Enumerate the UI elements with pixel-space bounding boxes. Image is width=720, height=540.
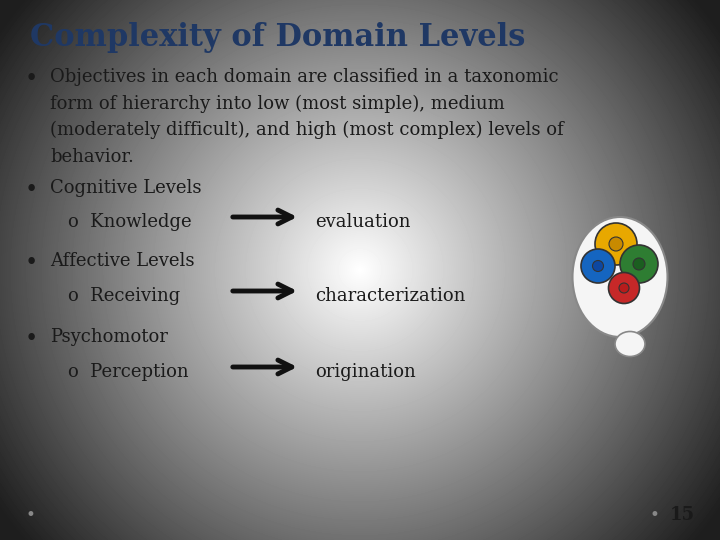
Text: characterization: characterization: [315, 287, 465, 305]
Text: •: •: [650, 506, 660, 524]
Text: Objectives in each domain are classified in a taxonomic: Objectives in each domain are classified…: [50, 68, 559, 86]
Circle shape: [595, 223, 637, 265]
Text: •: •: [25, 328, 38, 350]
Circle shape: [609, 237, 623, 251]
Ellipse shape: [615, 332, 645, 356]
Text: o  Perception: o Perception: [68, 363, 189, 381]
Text: behavior.: behavior.: [50, 147, 134, 165]
Circle shape: [593, 260, 603, 272]
Circle shape: [608, 273, 639, 303]
Text: o  Knowledge: o Knowledge: [68, 213, 192, 231]
Circle shape: [581, 249, 615, 283]
Text: Cognitive Levels: Cognitive Levels: [50, 179, 202, 197]
Text: •: •: [25, 506, 35, 524]
Circle shape: [620, 245, 658, 283]
Text: evaluation: evaluation: [315, 213, 410, 231]
Ellipse shape: [572, 217, 667, 337]
Text: 15: 15: [670, 506, 695, 524]
Text: •: •: [25, 252, 38, 274]
Text: o  Receiving: o Receiving: [68, 287, 180, 305]
Text: Affective Levels: Affective Levels: [50, 252, 194, 270]
Text: •: •: [25, 179, 38, 201]
Text: form of hierarchy into low (most simple), medium: form of hierarchy into low (most simple)…: [50, 94, 505, 113]
Text: Psychomotor: Psychomotor: [50, 328, 168, 346]
Text: •: •: [25, 68, 38, 90]
Text: (moderately difficult), and high (most complex) levels of: (moderately difficult), and high (most c…: [50, 121, 564, 139]
Circle shape: [633, 258, 645, 270]
Text: origination: origination: [315, 363, 415, 381]
Text: Complexity of Domain Levels: Complexity of Domain Levels: [30, 22, 526, 53]
Circle shape: [619, 283, 629, 293]
